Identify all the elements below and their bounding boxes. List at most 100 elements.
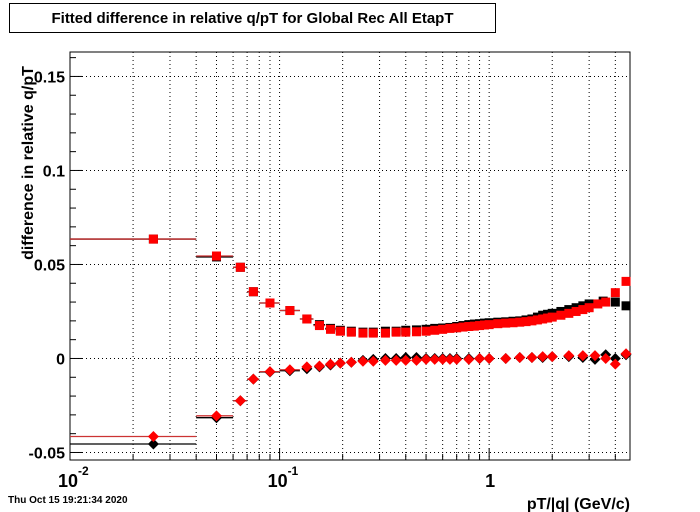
diamond-marker [600,352,612,364]
square-marker [493,319,503,329]
square-marker [335,326,345,336]
square-marker [571,306,581,316]
diamond-marker [210,410,222,422]
square-marker [401,327,411,337]
diamond-marker [429,353,441,365]
y-tick-label: 0.15 [34,69,65,86]
diamond-marker [609,352,621,364]
diamond-marker [334,357,346,369]
square-marker [475,321,485,331]
y-tick-label: 0.1 [43,163,65,180]
square-marker [380,328,390,338]
square-marker [621,301,631,311]
diamond-marker [367,355,379,367]
square-marker [527,316,537,326]
square-marker [610,297,620,307]
y-axis-label: difference in relative q/pT [20,66,37,260]
diamond-marker [500,352,512,364]
square-marker [532,315,542,325]
diamond-marker [284,364,296,376]
diamond-marker [514,352,526,364]
diamond-marker [147,430,159,442]
diamond-marker [234,395,246,407]
y-tick-label: 0.05 [34,257,65,274]
x-tick-label-exponent: -1 [288,464,299,478]
square-marker [621,276,631,286]
diamond-marker [609,358,621,370]
square-marker [314,321,324,331]
square-marker [248,287,258,297]
square-marker [391,327,401,337]
square-marker [610,288,620,298]
chart-title: Fitted difference in relative q/pT for G… [9,3,496,33]
square-marker [564,308,574,318]
square-marker [501,318,511,328]
square-marker [584,303,594,313]
axes [69,51,631,461]
square-marker [430,325,440,335]
square-marker [469,321,479,331]
square-marker [421,326,431,336]
square-marker [479,320,489,330]
diamond-marker [546,351,558,363]
square-marker [458,322,468,332]
diamond-marker [410,354,422,366]
square-marker [515,317,525,327]
square-marker [265,298,275,308]
x-tick-label: 1 [485,471,495,491]
y-tick-label: 0 [56,351,65,368]
diamond-marker [563,350,575,362]
x-axis-label: pT/|q| (GeV/c) [527,496,630,512]
diamond-marker [444,353,456,365]
diamond-marker [147,438,159,450]
square-marker [411,327,421,337]
diamond-marker [247,373,259,385]
square-marker [601,297,611,307]
diamond-marker [357,355,369,367]
diamond-marker [313,360,325,372]
diamond-marker [537,351,549,363]
grid-lines [70,52,630,460]
diamond-marker [577,350,589,362]
square-marker [285,306,295,316]
square-marker [464,322,474,332]
square-marker [211,251,221,261]
diamond-marker [526,352,538,364]
square-marker [438,324,448,334]
data-markers [147,234,632,450]
square-marker [556,310,566,320]
square-marker [358,328,368,338]
square-marker [445,323,455,333]
square-marker [547,312,557,322]
diamond-marker [474,352,486,364]
square-marker [578,305,588,315]
diamond-marker [437,353,449,365]
diamond-marker [390,354,402,366]
diamond-marker [325,358,337,370]
square-marker [346,327,356,337]
square-marker [235,262,245,272]
timestamp: Thu Oct 15 19:21:34 2020 [8,495,128,506]
x-tick-label: 10 [58,471,78,491]
diamond-marker [379,354,391,366]
diamond-marker [620,348,632,360]
diamond-marker [301,361,313,373]
square-marker [302,314,312,324]
diamond-marker [451,353,463,365]
square-marker [484,320,494,330]
square-marker [593,299,603,309]
square-marker [148,234,158,244]
diamond-marker [345,356,357,368]
diamond-marker [483,352,495,364]
plot-frame [69,51,631,461]
diamond-marker [589,350,601,362]
diamond-marker [420,353,432,365]
square-marker [326,324,336,334]
error-bars [70,238,345,445]
x-tick-label-exponent: -2 [78,464,89,478]
square-marker [521,317,531,327]
x-tick-label: 10 [268,471,288,491]
square-marker [543,313,553,323]
